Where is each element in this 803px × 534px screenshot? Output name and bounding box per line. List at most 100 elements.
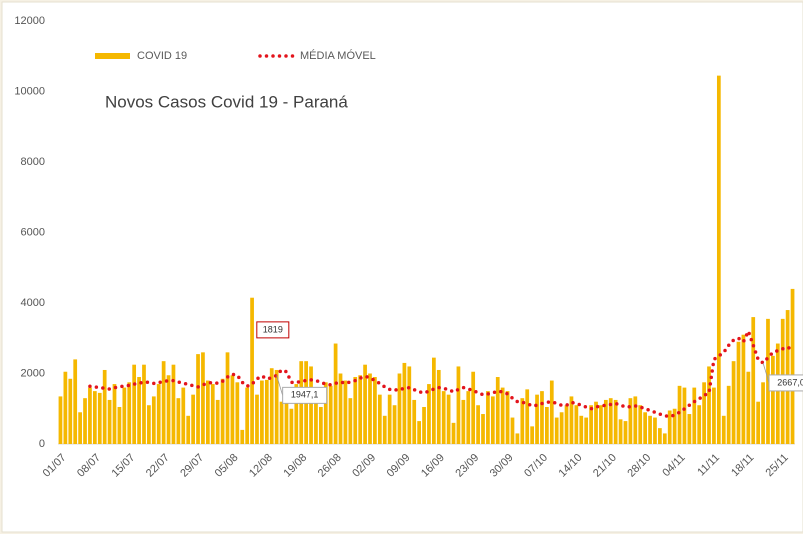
- bar: [716, 75, 721, 444]
- bar: [451, 422, 456, 444]
- bar: [549, 380, 554, 444]
- bar: [530, 426, 535, 444]
- y-tick-label: 4000: [21, 297, 45, 309]
- legend-label: MÉDIA MÓVEL: [300, 49, 376, 62]
- bar: [545, 406, 549, 444]
- bar: [112, 384, 117, 444]
- bar: [667, 410, 672, 444]
- bar: [653, 417, 657, 444]
- y-tick-label: 0: [39, 438, 45, 450]
- bar: [255, 394, 259, 444]
- bar: [603, 399, 608, 444]
- data-label-box: [256, 321, 290, 339]
- bar: [766, 318, 770, 444]
- bar: [476, 405, 480, 444]
- bar: [220, 378, 225, 444]
- bar: [486, 391, 490, 444]
- bar: [289, 408, 294, 444]
- bar: [373, 377, 377, 444]
- bar: [230, 375, 235, 444]
- bar: [741, 334, 746, 444]
- bar: [412, 399, 417, 444]
- bar: [151, 396, 156, 444]
- bar: [422, 406, 426, 444]
- bar: [181, 387, 186, 444]
- bar: [392, 405, 397, 444]
- bar: [210, 384, 215, 444]
- bar: [505, 391, 510, 444]
- bar: [682, 387, 687, 444]
- bar: [471, 371, 476, 444]
- bar: [677, 385, 682, 444]
- bar: [712, 387, 716, 444]
- bar: [58, 396, 63, 444]
- bar: [790, 288, 795, 444]
- data-label-box: [768, 374, 803, 392]
- bar: [525, 389, 530, 444]
- bar: [643, 412, 648, 444]
- bar: [692, 387, 697, 444]
- bar: [264, 379, 269, 444]
- bar: [377, 394, 382, 444]
- bar: [481, 414, 485, 444]
- bar: [323, 382, 328, 444]
- bar: [432, 357, 436, 444]
- y-tick-label: 8000: [21, 156, 45, 168]
- bar: [382, 415, 387, 444]
- bar: [628, 398, 633, 444]
- bar: [343, 380, 348, 444]
- bar: [92, 391, 97, 444]
- bar: [171, 364, 176, 444]
- bar: [446, 394, 451, 444]
- bar: [83, 398, 87, 444]
- bar: [240, 429, 245, 444]
- bar: [191, 394, 195, 444]
- bar: [579, 415, 584, 444]
- bar: [387, 394, 392, 444]
- bar: [294, 384, 299, 444]
- bar: [515, 433, 520, 444]
- bar: [284, 394, 289, 444]
- bar: [707, 366, 711, 444]
- bar: [756, 401, 761, 444]
- bar: [594, 401, 598, 444]
- bar: [564, 405, 569, 444]
- bar: [122, 387, 127, 444]
- bar: [540, 391, 544, 444]
- bar: [127, 382, 132, 444]
- data-label-box: [282, 386, 328, 404]
- bar: [623, 421, 628, 444]
- bar: [633, 396, 638, 444]
- bar: [269, 368, 274, 444]
- y-tick-label: 12000: [14, 15, 45, 27]
- bar: [102, 369, 107, 444]
- bar: [608, 398, 613, 444]
- bar: [274, 369, 279, 444]
- bar: [407, 366, 412, 444]
- y-tick-label: 10000: [14, 85, 45, 97]
- bar: [510, 417, 515, 444]
- bar: [456, 366, 461, 444]
- bar: [402, 362, 407, 444]
- bar: [731, 361, 736, 444]
- bar: [500, 387, 505, 444]
- bar: [584, 417, 589, 444]
- bar: [68, 378, 73, 444]
- bar: [63, 371, 68, 444]
- bar: [736, 341, 741, 444]
- bar: [161, 361, 166, 444]
- bar: [348, 398, 353, 444]
- bar: [225, 352, 230, 444]
- legend-swatch: [95, 53, 130, 59]
- bar: [338, 373, 343, 444]
- bar: [599, 405, 603, 444]
- bar: [441, 391, 446, 444]
- bar: [574, 405, 579, 444]
- bar: [250, 297, 254, 444]
- bar: [569, 396, 574, 444]
- label-leader: [276, 375, 284, 396]
- bar: [397, 373, 402, 444]
- bar: [559, 412, 564, 444]
- bar: [137, 377, 141, 444]
